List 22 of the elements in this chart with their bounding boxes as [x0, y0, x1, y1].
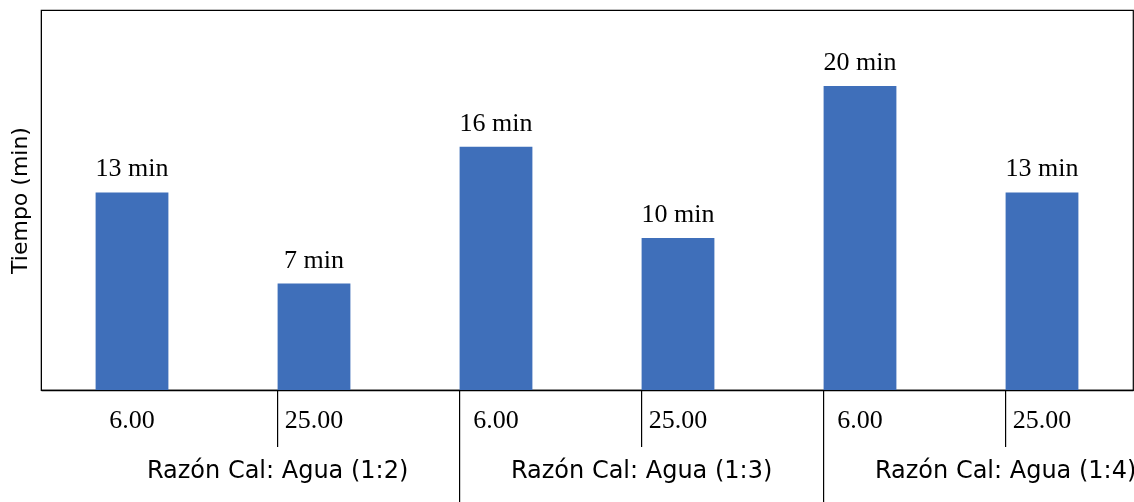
- text: Razón Cal: Agua (1:2): [146, 456, 409, 484]
- bar: [277, 283, 351, 390]
- bar: [95, 192, 169, 390]
- data-label: 13 min: [1005, 153, 1079, 183]
- bar: [823, 86, 897, 390]
- bar: [459, 146, 533, 390]
- x-tick-label: 25.00: [648, 404, 708, 434]
- data-label: 13 min: [95, 153, 169, 183]
- data-label: 16 min: [459, 107, 533, 137]
- x-tick-label: 25.00: [284, 404, 344, 434]
- y-axis-title: Tiempo (min): [6, 127, 32, 275]
- x-tick-label: 6.00: [473, 404, 519, 434]
- text: Razón Cal: Agua (1:3): [510, 456, 773, 484]
- data-label: 7 min: [284, 244, 344, 274]
- bar: [641, 238, 715, 390]
- bar: [1005, 192, 1079, 390]
- x-tick-label: 25.00: [1012, 404, 1072, 434]
- data-label: 20 min: [823, 47, 897, 76]
- x-tick-label: 6.00: [837, 404, 883, 434]
- data-label: 10 min: [641, 199, 715, 228]
- text: Razón Cal: Agua (1:4): [874, 456, 1134, 484]
- x-tick-label: 6.00: [109, 404, 155, 434]
